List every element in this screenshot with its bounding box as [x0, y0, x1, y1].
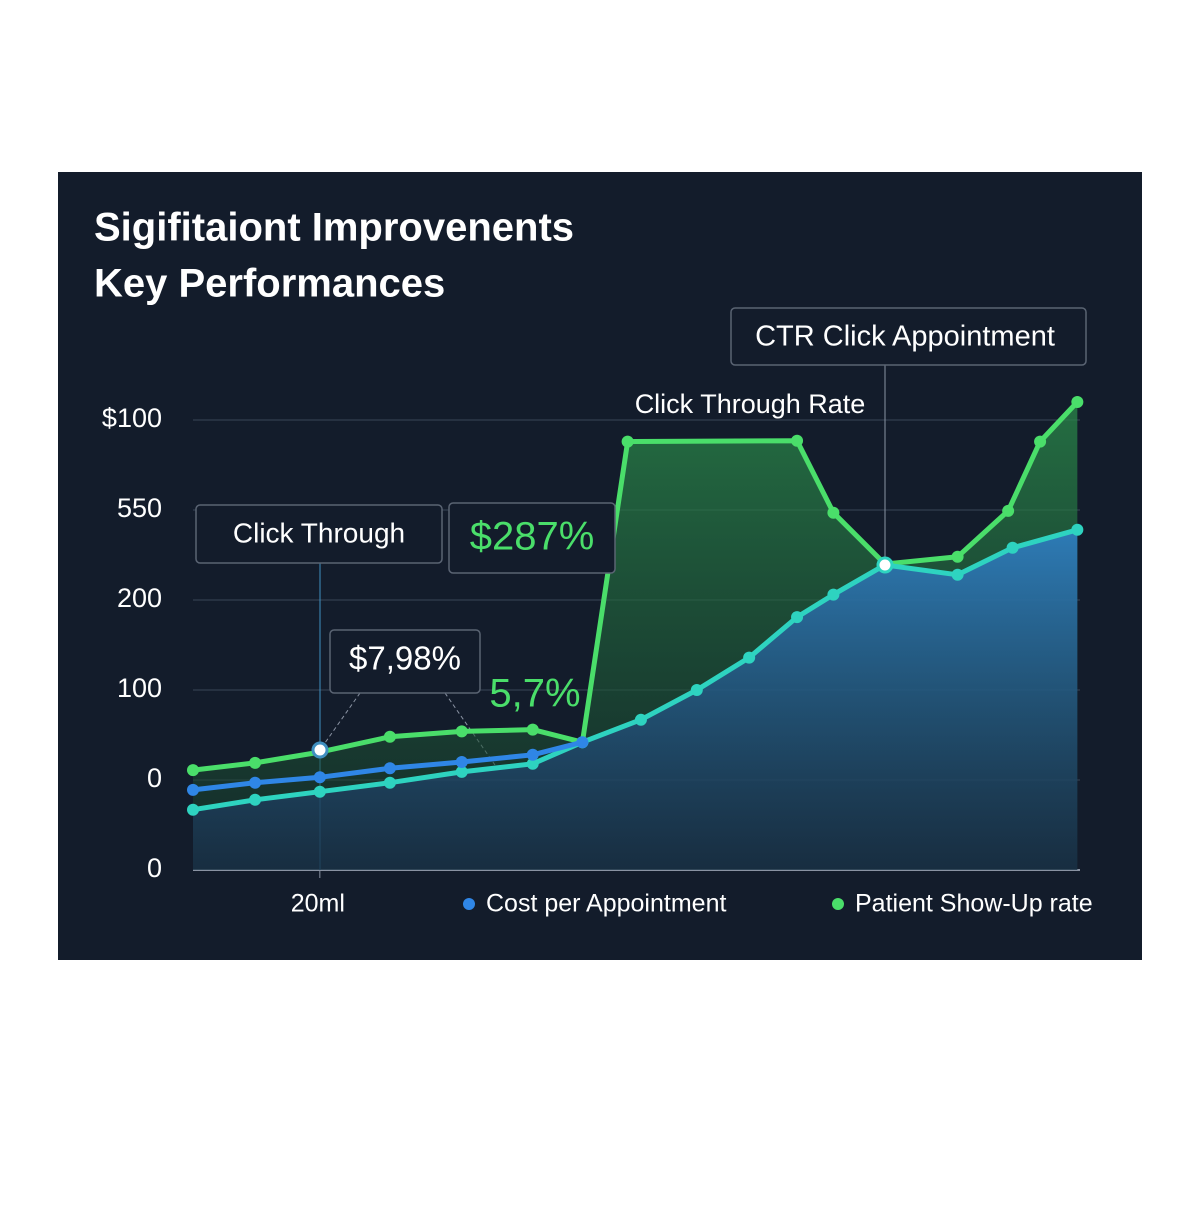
point [526, 723, 539, 736]
point [249, 793, 262, 806]
point [187, 803, 199, 816]
annotation-box [329, 629, 481, 694]
point [827, 506, 840, 519]
leader [319, 692, 361, 751]
annotation-box [730, 307, 1087, 366]
point [1071, 396, 1084, 408]
area [193, 529, 1078, 870]
chart-subtitle: Key Performances [94, 262, 445, 306]
point [313, 771, 326, 784]
point [743, 651, 756, 664]
point [187, 783, 199, 796]
point [249, 776, 262, 789]
point [1071, 523, 1084, 536]
point [455, 765, 468, 778]
legend-label: Patient Show-Up rate [855, 890, 1093, 918]
legend-swatch [832, 898, 844, 910]
point [576, 736, 589, 749]
annotation: Click Through Rate [635, 389, 866, 419]
y-tick-label: 200 [117, 583, 162, 613]
point [951, 568, 964, 581]
point [1006, 541, 1019, 554]
y-tick-label: $100 [102, 403, 162, 433]
annotation: CTR Click Appointment [755, 321, 1055, 353]
point [313, 785, 326, 798]
point [1034, 435, 1047, 448]
point [383, 762, 396, 775]
highlight [311, 741, 329, 759]
point [1002, 504, 1015, 517]
point [690, 684, 703, 696]
annotation: Click Through [233, 517, 405, 548]
legend-label: Cost per Appointment [486, 890, 726, 918]
point [455, 756, 468, 768]
point [827, 588, 840, 601]
point [791, 611, 804, 624]
annotation-box [448, 502, 616, 574]
point [249, 756, 262, 769]
highlight [876, 556, 894, 574]
annotation: $7,98% [349, 640, 461, 677]
point [383, 730, 396, 743]
y-tick-label: 0 [147, 853, 162, 883]
y-tick-label: 0 [147, 763, 162, 793]
chart-title: Sigifitaiont Improvenents [94, 206, 574, 250]
legend-swatch [463, 898, 475, 910]
annotation: $287% [470, 515, 595, 559]
x-tick-label: 20ml [291, 890, 345, 918]
point [526, 757, 539, 770]
y-tick-label: 100 [117, 673, 162, 703]
series-line [192, 527, 1079, 813]
annotation-box [195, 504, 443, 564]
point [951, 550, 964, 563]
point [383, 776, 396, 789]
y-tick-label: 550 [117, 493, 162, 523]
point [526, 748, 539, 761]
point [791, 434, 804, 447]
point [455, 725, 468, 738]
point [187, 764, 199, 777]
point [634, 713, 647, 726]
annotation: 5,7% [489, 672, 580, 716]
point [621, 435, 634, 448]
